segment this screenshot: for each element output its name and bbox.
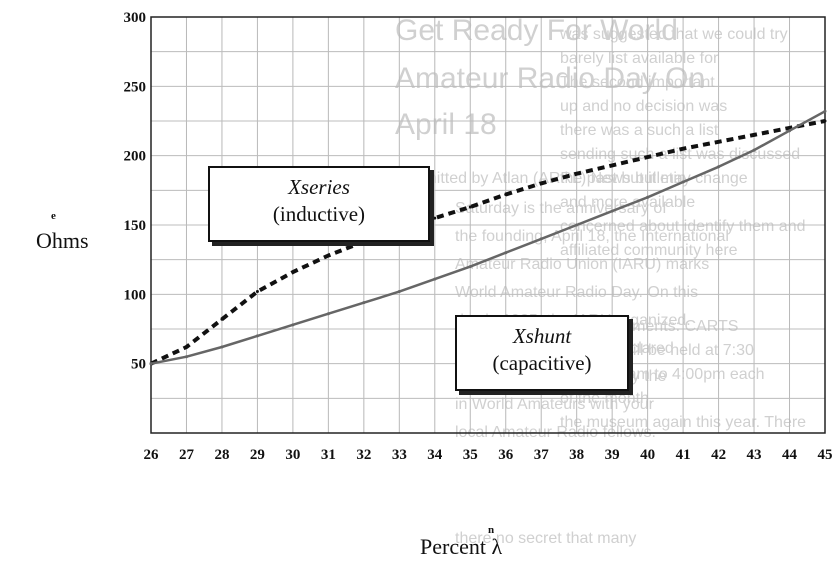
x-tick-label-29: 29 bbox=[250, 447, 265, 463]
data-point-xshunt-33 bbox=[397, 290, 401, 294]
data-point-xshunt-35 bbox=[468, 265, 472, 269]
bleed-title-line1: Get Ready For World bbox=[395, 14, 678, 47]
bleed-body-8: in World Amateurs with your bbox=[455, 396, 654, 413]
x-tick-label-34: 34 bbox=[427, 447, 443, 463]
x-axis-label: Percent λ bbox=[420, 534, 503, 559]
xshunt-annotation: Xshunt (capacitive) bbox=[455, 315, 629, 391]
data-point-xseries-41 bbox=[681, 147, 685, 151]
x-tick-label-36: 36 bbox=[498, 447, 514, 463]
x-tick-label-38: 38 bbox=[569, 447, 584, 463]
bleed-byline: Submitted by Atlan (ARRL) News bulletin bbox=[395, 170, 686, 187]
xshunt-annotation-name: Xshunt bbox=[512, 324, 572, 348]
xseries-annotation: Xseries (inductive) bbox=[208, 166, 430, 242]
tick-labels: 26 27 28 29 30 31 32 33 34 35 36 37 38 39 40 41 42 43 44 45… bbox=[124, 10, 833, 463]
series-line-xshunt bbox=[150, 110, 826, 365]
bleed-body-2: the founding, April 18, the Internationa… bbox=[455, 228, 729, 245]
x-tick-label-40: 40 bbox=[640, 447, 655, 463]
axis-layer bbox=[150, 16, 826, 434]
data-point-xseries-35 bbox=[468, 205, 472, 209]
bleed-right-6: sending such a list was discussed bbox=[560, 146, 801, 163]
data-point-xshunt-45 bbox=[823, 109, 827, 113]
data-point-xshunt-34 bbox=[433, 277, 437, 281]
data-point-xshunt-39 bbox=[610, 209, 614, 213]
data-point-xshunt-40 bbox=[646, 195, 650, 199]
x-tick-label-43: 43 bbox=[747, 447, 762, 463]
x-tick-label-45: 45 bbox=[818, 447, 833, 463]
y-tick-label-200: 200 bbox=[124, 149, 147, 165]
bleed-right-4: up and no decision was bbox=[560, 98, 728, 115]
data-point-xseries-44 bbox=[788, 126, 792, 130]
bleed-body-10: there no secret that many bbox=[455, 530, 637, 547]
data-point-xshunt-36 bbox=[504, 251, 508, 255]
x-tick-label-39: 39 bbox=[605, 447, 620, 463]
data-point-xseries-45 bbox=[823, 119, 827, 123]
data-point-xseries-43 bbox=[752, 133, 756, 137]
bleed-right-10: affiliated community here bbox=[560, 242, 738, 259]
x-tick-label-37: 37 bbox=[534, 447, 550, 463]
data-point-xshunt-43 bbox=[752, 148, 756, 152]
x-tick-label-44: 44 bbox=[782, 447, 798, 463]
data-point-xseries-42 bbox=[717, 140, 721, 144]
bleed-title-line3: April 18 bbox=[395, 108, 497, 141]
data-point-xshunt-42 bbox=[717, 165, 721, 169]
data-point-xseries-34 bbox=[433, 216, 437, 220]
x-tick-label-41: 41 bbox=[676, 447, 691, 463]
y-tick-label-100: 100 bbox=[124, 287, 147, 303]
x-tick-label-32: 32 bbox=[356, 447, 371, 463]
bleed-right-5: there was a such a list bbox=[560, 122, 719, 139]
y-axis-superscript: e bbox=[51, 210, 56, 222]
data-point-xshunt-26 bbox=[149, 362, 153, 366]
bleed-body-3: Amateur Radio Union (IARU) marks bbox=[455, 256, 710, 273]
data-point-xseries-40 bbox=[646, 155, 650, 159]
x-tick-label-35: 35 bbox=[463, 447, 478, 463]
data-point-xshunt-31 bbox=[326, 312, 330, 316]
data-point-xshunt-44 bbox=[788, 129, 792, 133]
data-point-xshunt-41 bbox=[681, 180, 685, 184]
series-line-xseries bbox=[150, 119, 826, 366]
data-point-xseries-38 bbox=[575, 172, 579, 176]
data-point-xshunt-28 bbox=[220, 345, 224, 349]
x-tick-label-31: 31 bbox=[321, 447, 336, 463]
data-point-xseries-31 bbox=[326, 254, 330, 258]
xshunt-annotation-note: (capacitive) bbox=[492, 351, 592, 375]
y-tick-label-150: 150 bbox=[124, 218, 147, 234]
data-point-xshunt-27 bbox=[184, 355, 188, 359]
y-axis-label: Ohms bbox=[36, 228, 89, 253]
data-point-xshunt-32 bbox=[362, 301, 366, 305]
plot-frame bbox=[150, 16, 826, 434]
data-point-xseries-28 bbox=[220, 317, 224, 321]
data-point-xshunt-37 bbox=[539, 237, 543, 241]
xseries-annotation-name: Xseries bbox=[288, 175, 350, 199]
data-point-xseries-36 bbox=[504, 192, 508, 196]
bleed-right-1: was suggested that we could try bbox=[560, 26, 788, 43]
bleed-right-8: and more available bbox=[560, 194, 696, 211]
data-point-xseries-27 bbox=[184, 345, 188, 349]
x-axis-superscript: n bbox=[488, 524, 495, 536]
data-point-xshunt-30 bbox=[291, 323, 295, 327]
x-tick-label-28: 28 bbox=[214, 447, 229, 463]
x-tick-label-33: 33 bbox=[392, 447, 407, 463]
x-tick-label-30: 30 bbox=[285, 447, 300, 463]
x-tick-label-27: 27 bbox=[179, 447, 195, 463]
xseries-annotation-note: (inductive) bbox=[272, 202, 366, 226]
y-tick-label-300: 300 bbox=[124, 10, 147, 26]
x-tick-label-42: 42 bbox=[711, 447, 726, 463]
data-point-xshunt-29 bbox=[255, 334, 259, 338]
data-point-xseries-37 bbox=[539, 181, 543, 185]
data-point-xseries-29 bbox=[255, 290, 259, 294]
data-point-xshunt-38 bbox=[575, 223, 579, 227]
bleed-body-1: Saturday is the anniversary of bbox=[455, 200, 667, 217]
bleed-title-line2: Amateur Radio Day On bbox=[395, 62, 706, 95]
data-point-xseries-30 bbox=[291, 270, 295, 274]
y-tick-label-50: 50 bbox=[131, 357, 146, 373]
x-tick-label-26: 26 bbox=[144, 447, 160, 463]
y-tick-label-250: 250 bbox=[124, 79, 147, 95]
bleed-right-2: barely list available for bbox=[560, 50, 719, 67]
data-point-xseries-39 bbox=[610, 163, 614, 167]
series-layer bbox=[149, 109, 827, 366]
